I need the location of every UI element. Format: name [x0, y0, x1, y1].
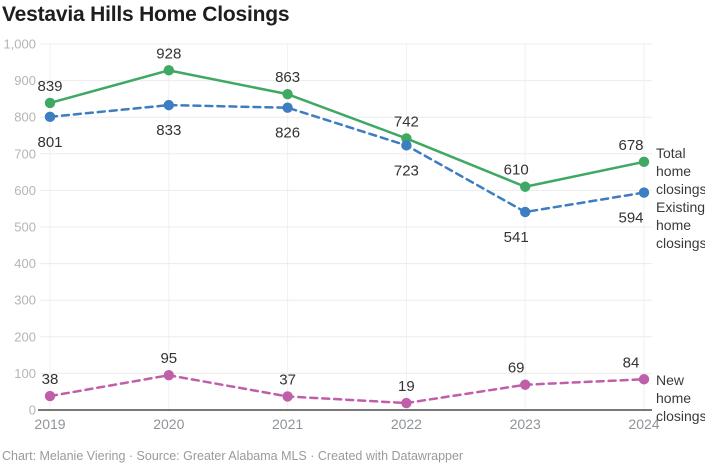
y-axis-tick-label: 100 — [14, 366, 36, 381]
data-value-label: 928 — [156, 45, 181, 62]
data-value-label: 863 — [275, 69, 300, 86]
y-axis-tick-label: 700 — [14, 146, 36, 161]
data-value-label: 801 — [37, 134, 62, 151]
data-value-label: 833 — [156, 122, 181, 139]
series-line — [48, 69, 646, 188]
data-value-label: 19 — [398, 378, 415, 395]
x-axis-tick-label: 2019 — [34, 416, 65, 432]
y-axis-tick-label: 900 — [14, 73, 36, 88]
data-point — [638, 187, 650, 198]
x-axis-tick-label: 2024 — [628, 416, 659, 432]
y-axis-tick-label: 500 — [14, 220, 36, 235]
data-value-label: 594 — [618, 210, 643, 227]
data-point — [638, 156, 650, 168]
data-value-label: 37 — [279, 371, 296, 388]
data-point — [282, 102, 293, 113]
data-point — [638, 374, 650, 385]
data-value-label: 826 — [275, 125, 300, 142]
y-axis-tick-label: 400 — [14, 256, 36, 271]
chart-footer: Chart: Melanie Viering · Source: Greater… — [2, 449, 464, 463]
x-axis-tick-label: 2022 — [391, 416, 422, 432]
chart-title: Vestavia Hills Home Closings — [2, 3, 290, 26]
data-point — [163, 65, 174, 76]
y-axis-tick-label: 800 — [14, 110, 36, 125]
data-value-label: 95 — [160, 350, 177, 367]
series-line — [48, 103, 646, 214]
data-point — [401, 140, 412, 151]
data-point — [44, 97, 56, 109]
data-value-label: 839 — [37, 78, 62, 95]
data-point — [163, 370, 174, 381]
data-value-label: 69 — [508, 360, 525, 377]
data-value-label: 541 — [504, 229, 529, 246]
y-axis-tick-label: 1,000 — [3, 37, 36, 52]
data-point — [44, 111, 56, 123]
x-axis-tick-label: 2023 — [510, 416, 541, 432]
x-axis-tick-label: 2021 — [272, 416, 303, 432]
legend-total-home-closings: Total home closings — [656, 145, 705, 197]
data-value-label: 610 — [504, 162, 529, 179]
y-axis-tick-label: 300 — [14, 293, 36, 308]
data-value-label: 38 — [42, 371, 59, 388]
data-value-label: 742 — [394, 113, 419, 130]
data-point — [282, 88, 293, 100]
x-axis-tick-label: 2020 — [153, 416, 184, 432]
data-point — [520, 181, 531, 192]
data-value-label: 84 — [623, 354, 640, 371]
series-line — [48, 373, 646, 405]
data-point — [520, 379, 531, 390]
data-point — [520, 206, 531, 218]
data-value-label: 723 — [394, 162, 419, 179]
y-axis-tick-label: 200 — [14, 329, 36, 344]
data-point — [163, 99, 174, 111]
data-value-label: 678 — [618, 137, 643, 154]
data-point — [282, 391, 293, 402]
data-point — [401, 397, 412, 409]
y-axis-tick-label: 600 — [14, 183, 36, 198]
data-point — [44, 390, 56, 402]
legend-existing-home-closings: Existing home closings — [656, 199, 705, 251]
legend-new-home-closings: New home closings — [656, 372, 705, 424]
y-axis-tick-label: 0 — [29, 403, 36, 418]
